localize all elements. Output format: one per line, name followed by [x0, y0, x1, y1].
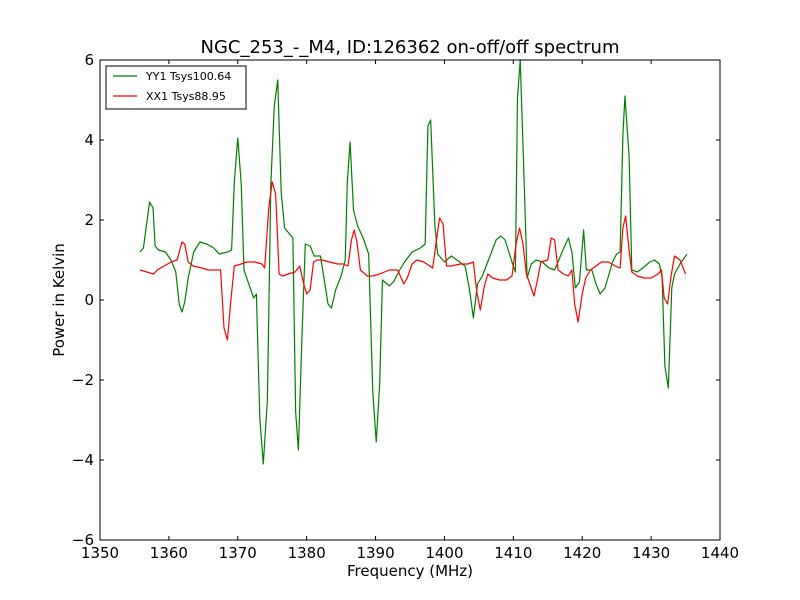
- y-tick-label: 2: [84, 211, 94, 229]
- series-line-yy1: [139, 59, 688, 465]
- x-tick-label: 1400: [425, 544, 463, 562]
- x-tick-label: 1390: [356, 544, 394, 562]
- y-tick-label: −6: [72, 531, 94, 549]
- legend-box: [105, 65, 247, 110]
- x-axis-label: Frequency (MHz): [347, 562, 473, 580]
- x-tick-label: 1350: [81, 544, 119, 562]
- x-tick-label: 1410: [494, 544, 532, 562]
- tick-layer: 1350 1360 1370 1380 1390 1400 1410 1420 1430 1440…: [72, 51, 739, 562]
- y-tick-label: −4: [72, 451, 94, 469]
- series-layer: [139, 59, 688, 465]
- x-tick-label: 1360: [150, 544, 188, 562]
- legend: YY1 Tsys100.64 XX1 Tsys88.95: [105, 65, 247, 110]
- legend-label-yy1: YY1 Tsys100.64: [145, 70, 231, 83]
- y-tick-label: 6: [84, 51, 94, 69]
- y-tick-label: 0: [84, 291, 94, 309]
- x-tick-label: 1380: [288, 544, 326, 562]
- x-tick-label: 1420: [563, 544, 601, 562]
- chart-title: NGC_253_-_M4, ID:126362 on-off/off spect…: [201, 37, 620, 58]
- legend-label-xx1: XX1 Tsys88.95: [146, 90, 226, 103]
- series-line-xx1: [139, 181, 687, 341]
- plot-area: [100, 60, 720, 540]
- y-axis-label: Power in Kelvin: [50, 243, 68, 357]
- plot-frame: [99, 59, 721, 541]
- x-tick-label: 1430: [632, 544, 670, 562]
- x-tick-label: 1440: [701, 544, 739, 562]
- y-tick-label: −2: [72, 371, 94, 389]
- x-tick-label: 1370: [219, 544, 257, 562]
- y-tick-label: 4: [84, 131, 94, 149]
